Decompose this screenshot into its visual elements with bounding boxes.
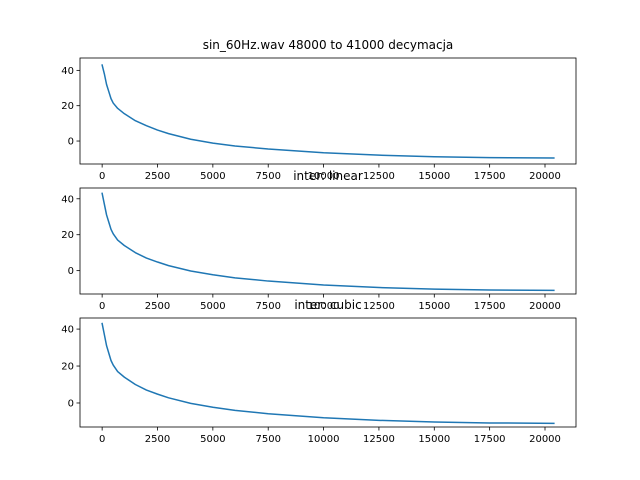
subplot-3-x-tick-label: 20000 <box>529 434 561 445</box>
subplot-1-y-tick-label: 20 <box>61 101 74 112</box>
subplot-2-x-tick-label: 15000 <box>418 301 450 312</box>
subplot-1-y-tick-label: 0 <box>68 137 74 148</box>
subplot-2-y-tick-label: 20 <box>61 230 74 241</box>
subplot-1-frame <box>79 57 577 165</box>
subplot-2-plot: 0 2500 5000 7500 10000 12500 15000 17500 20000 0 2… <box>61 187 577 312</box>
subplot-1-x-tick-label: 12500 <box>363 171 395 182</box>
subplot-2-x-tick-label: 0 <box>99 301 105 312</box>
subplot-3-x-tick-label: 5000 <box>200 434 225 445</box>
subplot-1-plot: 0 2500 5000 7500 10000 12500 15000 17500 20000 0 2… <box>61 57 577 182</box>
subplot-2-series-line <box>101 192 555 292</box>
subplot-2-y-tick-label: 0 <box>68 266 74 277</box>
subplot-3-series-line <box>101 322 555 425</box>
subplot-3-x-tick-label: 15000 <box>418 434 450 445</box>
subplot-2-title: inter: linear <box>293 169 363 183</box>
subplot-1-x-tick-label: 2500 <box>145 171 170 182</box>
subplot-1-x-tick-label: 10000 <box>308 171 340 182</box>
subplot-1-series-line <box>101 64 555 159</box>
subplot-1: sin_60Hz.wav 48000 to 41000 decymacja 0 2… <box>61 38 577 182</box>
subplot-2-x-tick-label: 10000 <box>308 301 340 312</box>
subplot-1-y-tick-label: 40 <box>61 66 74 77</box>
subplot-2: inter: linear 0 2500 5000 7500 10000 12500 150… <box>61 169 577 312</box>
subplot-1-x-tick-label: 7500 <box>255 171 280 182</box>
subplot-2-y-tick-label: 40 <box>61 194 74 205</box>
subplot-3-x-tick-label: 0 <box>99 434 105 445</box>
subplot-3-y-tick-label: 20 <box>61 362 74 373</box>
subplot-3-x-tick-label: 7500 <box>255 434 280 445</box>
subplot-3-x-tick-label: 12500 <box>363 434 395 445</box>
subplot-3-title: inter: cubic <box>294 298 361 312</box>
subplot-2-x-tick-label: 7500 <box>255 301 280 312</box>
subplot-3-x-tick-label: 2500 <box>145 434 170 445</box>
subplot-1-x-tick-label: 20000 <box>529 171 561 182</box>
subplot-1-x-tick-label: 0 <box>99 171 105 182</box>
subplot-3-x-tick-label: 17500 <box>474 434 506 445</box>
subplot-3-y-tick-label: 0 <box>68 398 74 409</box>
subplot-3-frame <box>79 317 577 428</box>
subplot-2-x-tick-label: 5000 <box>200 301 225 312</box>
subplot-3: inter: cubic 0 2500 5000 7500 10000 12500 1500… <box>61 298 577 445</box>
subplot-2-x-tick-label: 17500 <box>474 301 506 312</box>
subplot-1-x-tick-label: 15000 <box>418 171 450 182</box>
subplot-1-title: sin_60Hz.wav 48000 to 41000 decymacja <box>203 38 454 52</box>
subplot-2-frame <box>79 187 577 295</box>
subplot-3-y-tick-label: 40 <box>61 325 74 336</box>
subplot-3-x-tick-label: 10000 <box>308 434 340 445</box>
subplot-3-plot: 0 2500 5000 7500 10000 12500 15000 17500 20000 0 2… <box>61 317 577 445</box>
subplot-2-x-tick-label: 20000 <box>529 301 561 312</box>
subplot-2-x-tick-label: 12500 <box>363 301 395 312</box>
subplot-1-x-tick-label: 5000 <box>200 171 225 182</box>
subplot-2-x-tick-label: 2500 <box>145 301 170 312</box>
subplot-1-x-tick-label: 17500 <box>474 171 506 182</box>
